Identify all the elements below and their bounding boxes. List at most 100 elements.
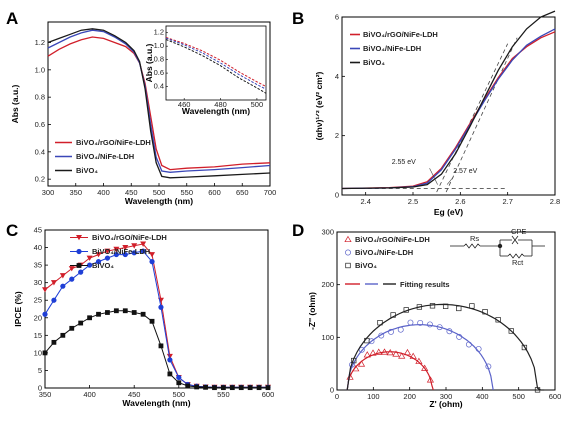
panel-c-point — [69, 276, 75, 282]
panel-c-point — [212, 385, 217, 391]
panel-a-xtick-label: 450 — [125, 188, 138, 197]
panel-c-point — [78, 269, 84, 275]
panel-d-point — [386, 348, 394, 356]
panel-c-ytick-label: 40 — [34, 243, 42, 252]
panel-c-point — [42, 350, 48, 356]
panel-d-point — [417, 319, 424, 326]
panel-a-xtick-label: 550 — [180, 188, 193, 197]
panel-d-fit-line-2 — [346, 303, 545, 391]
panel-d-xtick-label: 600 — [549, 392, 562, 401]
panel-d-point — [495, 317, 501, 323]
panel-c-point — [194, 384, 200, 390]
panel-c-point — [87, 262, 93, 268]
panel-b-tangent-line — [445, 37, 518, 193]
panel-c-point — [238, 385, 244, 391]
panel-c-point — [59, 273, 66, 279]
panel-b-ytick-label: 6 — [335, 13, 339, 22]
panel-a-ytick-label: 0.4 — [35, 147, 45, 156]
panel-d-ytick-label: 300 — [321, 228, 334, 237]
resistor-rs-icon — [463, 243, 481, 249]
panel-a-inset-series-line-2 — [165, 39, 267, 94]
panel-d-ytick-label: 0 — [330, 386, 334, 395]
panel-c-point — [131, 250, 137, 256]
panel-b-ytick-label: 4 — [335, 72, 339, 81]
panel-d-point — [352, 365, 360, 372]
panel-d-point — [429, 303, 436, 309]
panel-b-legend-label-2: BiVO₄ — [363, 58, 385, 67]
circuit-label-rs: Rs — [470, 234, 479, 243]
panel-d-point — [482, 309, 488, 315]
panel-b-xtick-label: 2.6 — [455, 197, 465, 206]
panel-c-point — [176, 380, 182, 386]
panel-c-legend-marker-0 — [76, 235, 82, 241]
panel-d-fit-legend-label: Fitting results — [400, 280, 450, 289]
panel-d-fit-line-0 — [346, 351, 434, 391]
panel-d-point — [534, 387, 541, 393]
panel-d-point — [415, 357, 423, 364]
panel-c-point — [167, 357, 173, 363]
panel-c-point — [176, 374, 182, 381]
panel-d-point — [426, 321, 433, 328]
panel-d-point — [446, 328, 453, 335]
panel-a-inset-series-line-1 — [165, 37, 267, 90]
panel-c-point — [131, 243, 138, 249]
panel-c-point — [140, 248, 146, 254]
panel-a-y-axis-label: Abs (a.u.) — [10, 84, 20, 123]
panel-a-inset-xtick-label: 500 — [251, 100, 264, 109]
panel-a-inset-x-axis-label: Wavelength (nm) — [182, 106, 250, 116]
panel-d-point — [390, 312, 396, 318]
panel-b-xtick-label: 2.7 — [502, 197, 512, 206]
panel-c-xtick-label: 450 — [128, 390, 141, 399]
panel-label-b: B — [292, 9, 304, 28]
resistor-rct-icon — [507, 253, 525, 259]
panel-b-ytick-label: 2 — [335, 131, 339, 140]
panel-d-point — [409, 352, 417, 359]
panel-b-xtick-label: 2.5 — [408, 197, 418, 206]
panel-a-inset-series-line-0 — [165, 36, 267, 87]
panel-c-point — [122, 308, 128, 314]
panel-d-point — [358, 346, 365, 353]
panel-b-legend-label-1: BiVO₄/NiFe-LDH — [363, 44, 421, 53]
panel-c-ytick-label: 15 — [34, 331, 42, 340]
panel-d-legend-label-2: BiVO₄ — [355, 261, 377, 270]
panel-c-y-axis-label: IPCE (%) — [13, 291, 23, 327]
panel-c-point — [42, 287, 48, 293]
panel-d-point — [397, 326, 404, 333]
panel-d-point — [465, 341, 472, 348]
panel-d-point — [392, 350, 400, 357]
panel-c-point — [122, 251, 128, 258]
panel-c-point — [167, 371, 173, 377]
panel-b-series-line-2 — [341, 10, 556, 190]
panel-b-annotation: 2.57 eV — [453, 168, 477, 175]
panel-b-annotation-pointer — [446, 177, 454, 185]
panel-b-xtick-label: 2.4 — [360, 197, 370, 206]
panel-d-legend-marker-0 — [344, 235, 352, 243]
panel-b-legend-label-0: BiVO₄/rGO/NiFe-LDH — [363, 30, 438, 39]
panel-c-xtick-label: 350 — [39, 390, 52, 399]
panel-d-xtick-label: 200 — [403, 392, 416, 401]
panel-c-point — [42, 311, 48, 317]
panel-a-inset-frame — [165, 25, 267, 101]
panel-c-point — [158, 343, 164, 349]
panel-d-xtick-label: 400 — [476, 392, 489, 401]
panel-a-inset-y-axis-label: Abs (a.u.) — [144, 43, 154, 82]
panel-a-inset-xtick-label: 460 — [178, 100, 191, 109]
panel-d-point — [377, 320, 383, 326]
panel-b-x-axis-label: Eg (eV) — [434, 207, 463, 217]
panel-c-legend-marker-1 — [76, 248, 82, 255]
panel-d-point — [485, 363, 492, 370]
panel-c-ytick-label: 5 — [38, 366, 42, 375]
panel-d-legend-marker-1 — [345, 249, 351, 256]
panel-label-a: A — [6, 9, 18, 28]
panel-label-c: C — [6, 221, 18, 240]
panel-a-legend-label-1: BiVO₄/NiFe-LDH — [76, 152, 134, 161]
panel-a-ytick-label: 0.8 — [35, 93, 45, 102]
panel-d-point — [456, 333, 463, 340]
panel-c-point — [221, 385, 226, 391]
panel-c-ytick-label: 10 — [34, 348, 42, 357]
panel-d-point — [351, 357, 357, 364]
panel-c-point — [185, 383, 191, 389]
panel-c-point — [95, 252, 102, 258]
